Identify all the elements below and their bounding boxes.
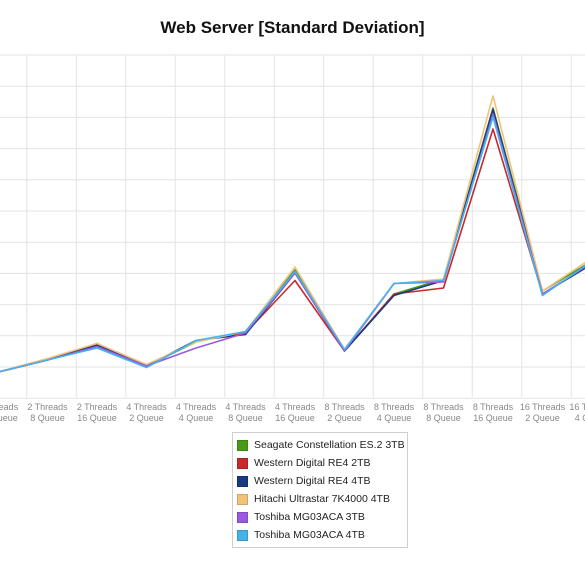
series-line-5 [0,116,585,373]
x-tick-label: 4 Threads 4 Queue [176,402,217,423]
x-tick-label: 8 Threads 4 Queue [374,402,415,423]
legend-swatch [237,439,248,451]
x-tick-label: 4 Threads 8 Queue [225,402,266,423]
series-line-3 [0,95,585,373]
chart-title: Web Server [Standard Deviation] [160,18,425,37]
legend-label: Seagate Constellation ES.2 3TB [254,439,405,451]
x-tick-label: 8 Threads 2 Queue [324,402,365,423]
legend-item: Toshiba MG03ACA 4TB [237,526,403,544]
series-lines [0,95,585,373]
legend-label: Western Digital RE4 4TB [254,475,371,487]
legend-item: Western Digital RE4 2TB [237,454,403,472]
legend-label: Toshiba MG03ACA 3TB [254,511,365,523]
legend-swatch [237,529,248,541]
legend-swatch [237,493,248,505]
x-tick-label: 8 Threads 8 Queue [423,402,464,423]
legend-label: Toshiba MG03ACA 4TB [254,529,365,541]
legend: Seagate Constellation ES.2 3TB Western Di… [232,432,408,548]
legend-label: Western Digital RE4 2TB [254,457,371,469]
legend-item: Seagate Constellation ES.2 3TB [237,436,405,454]
series-line-0 [0,107,585,373]
legend-swatch [237,475,248,487]
x-tick-label: 2 Threads 8 Queue [27,402,68,423]
x-tick-label: 4 Threads 2 Queue [126,402,167,423]
legend-item: Toshiba MG03ACA 3TB [237,508,403,526]
legend-label: Hitachi Ultrastar 7K4000 4TB [254,493,390,505]
x-tick-label: 2 Threads 16 Queue [77,402,118,423]
legend-item: Western Digital RE4 4TB [237,472,403,490]
grid [0,54,585,399]
series-line-4 [0,113,585,373]
x-tick-label: 4 Threads 16 Queue [275,402,316,423]
x-tick-label: 16 Threads 2 Queue [520,402,566,423]
x-tick-label: 8 Threads 16 Queue [473,402,514,423]
legend-swatch [237,511,248,523]
legend-item: Hitachi Ultrastar 7K4000 4TB [237,490,403,508]
legend-swatch [237,457,248,469]
